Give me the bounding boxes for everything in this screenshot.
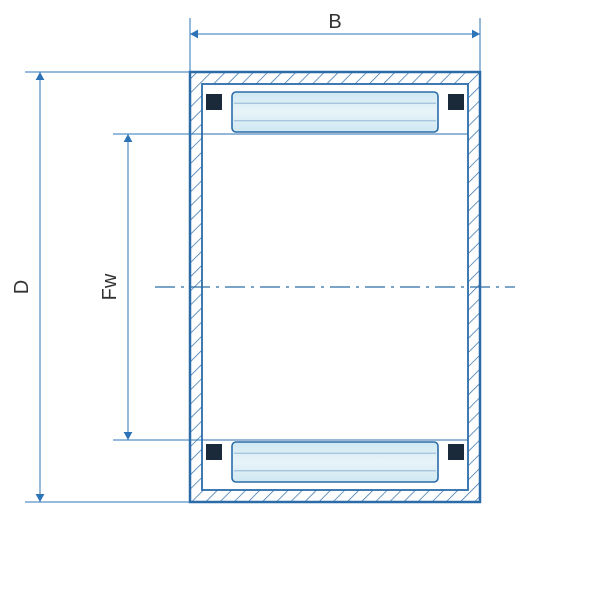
roller-bottom	[232, 442, 438, 482]
roller-top-cage-left	[206, 94, 222, 110]
dim-label-d: D	[11, 280, 33, 294]
roller-bottom-cage-left	[206, 444, 222, 460]
roller-top-cage-right	[448, 94, 464, 110]
dim-label-fw: Fw	[99, 273, 121, 300]
roller-bottom-cage-right	[448, 444, 464, 460]
dim-label-b: B	[328, 11, 341, 33]
roller-top	[232, 92, 438, 132]
